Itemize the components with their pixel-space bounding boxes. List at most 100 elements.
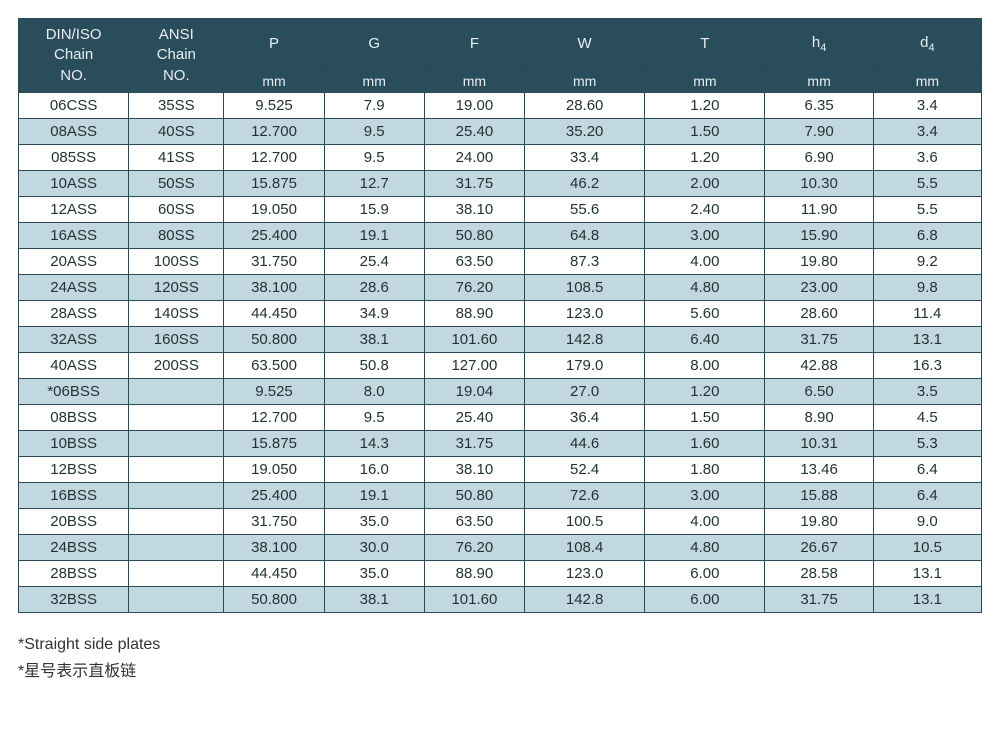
cell: 38.1: [324, 327, 424, 353]
cell: [129, 405, 224, 431]
cell: 12ASS: [19, 197, 129, 223]
cell: 7.90: [765, 119, 873, 145]
cell: 28ASS: [19, 301, 129, 327]
cell: 200SS: [129, 353, 224, 379]
col-header-2: P: [224, 19, 324, 69]
col-header-0: DIN/ISOChainNO.: [19, 19, 129, 93]
cell: 101.60: [424, 327, 524, 353]
cell: 6.00: [645, 587, 765, 613]
cell: 60SS: [129, 197, 224, 223]
cell: 63.50: [424, 249, 524, 275]
cell: 63.50: [424, 509, 524, 535]
cell: 08ASS: [19, 119, 129, 145]
cell: 13.46: [765, 457, 873, 483]
cell: 5.5: [873, 171, 981, 197]
cell: 44.6: [525, 431, 645, 457]
cell: 1.50: [645, 119, 765, 145]
cell: 123.0: [525, 561, 645, 587]
cell: 25.40: [424, 119, 524, 145]
cell: 50.80: [424, 483, 524, 509]
cell: 4.5: [873, 405, 981, 431]
cell: 142.8: [525, 587, 645, 613]
cell: 26.67: [765, 535, 873, 561]
cell: 28.60: [525, 93, 645, 119]
cell: 3.5: [873, 379, 981, 405]
cell: 12.700: [224, 145, 324, 171]
col-header-7: h4: [765, 19, 873, 69]
table-row: 10BSS15.87514.331.7544.61.6010.315.3: [19, 431, 982, 457]
table-row: 16BSS25.40019.150.8072.63.0015.886.4: [19, 483, 982, 509]
cell: 15.875: [224, 171, 324, 197]
cell: 46.2: [525, 171, 645, 197]
cell: 15.88: [765, 483, 873, 509]
cell: 1.20: [645, 145, 765, 171]
cell: 9.525: [224, 379, 324, 405]
footnotes: *Straight side plates *星号表示直板链: [18, 631, 982, 685]
cell: [129, 431, 224, 457]
cell: 11.90: [765, 197, 873, 223]
cell: 76.20: [424, 535, 524, 561]
table-row: 10ASS50SS15.87512.731.7546.22.0010.305.5: [19, 171, 982, 197]
table-row: 20BSS31.75035.063.50100.54.0019.809.0: [19, 509, 982, 535]
cell: 28.60: [765, 301, 873, 327]
page: DIN/ISOChainNO.ANSIChainNO.PGFWTh4d4 mmm…: [0, 0, 1000, 695]
cell: 50.80: [424, 223, 524, 249]
cell: 25.400: [224, 223, 324, 249]
cell: *06BSS: [19, 379, 129, 405]
cell: 6.90: [765, 145, 873, 171]
cell: 6.35: [765, 93, 873, 119]
cell: 3.00: [645, 223, 765, 249]
cell: 1.50: [645, 405, 765, 431]
cell: 35.0: [324, 561, 424, 587]
cell: 38.10: [424, 197, 524, 223]
cell: 3.4: [873, 119, 981, 145]
cell: 16BSS: [19, 483, 129, 509]
col-header-4: F: [424, 19, 524, 69]
cell: 41SS: [129, 145, 224, 171]
col-unit-8: mm: [873, 69, 981, 93]
cell: 1.60: [645, 431, 765, 457]
table-row: 24BSS38.10030.076.20108.44.8026.6710.5: [19, 535, 982, 561]
cell: [129, 457, 224, 483]
cell: 100.5: [525, 509, 645, 535]
cell: 7.9: [324, 93, 424, 119]
col-header-5: W: [525, 19, 645, 69]
cell: 127.00: [424, 353, 524, 379]
cell: 6.40: [645, 327, 765, 353]
cell: 12BSS: [19, 457, 129, 483]
cell: 38.1: [324, 587, 424, 613]
cell: 38.100: [224, 275, 324, 301]
footnote-line-2: *星号表示直板链: [18, 658, 982, 685]
col-header-6: T: [645, 19, 765, 69]
table-row: 12ASS60SS19.05015.938.1055.62.4011.905.5: [19, 197, 982, 223]
cell: 9.2: [873, 249, 981, 275]
cell: 16ASS: [19, 223, 129, 249]
cell: 15.875: [224, 431, 324, 457]
col-unit-2: mm: [224, 69, 324, 93]
cell: 24BSS: [19, 535, 129, 561]
cell: 108.4: [525, 535, 645, 561]
table-row: 28ASS140SS44.45034.988.90123.05.6028.601…: [19, 301, 982, 327]
cell: 3.00: [645, 483, 765, 509]
cell: 28BSS: [19, 561, 129, 587]
col-unit-5: mm: [525, 69, 645, 93]
cell: 06CSS: [19, 93, 129, 119]
cell: 8.90: [765, 405, 873, 431]
cell: 9.5: [324, 405, 424, 431]
cell: 2.00: [645, 171, 765, 197]
cell: 5.3: [873, 431, 981, 457]
cell: 24ASS: [19, 275, 129, 301]
cell: 31.75: [424, 171, 524, 197]
cell: 50SS: [129, 171, 224, 197]
cell: 6.50: [765, 379, 873, 405]
col-unit-7: mm: [765, 69, 873, 93]
cell: 35.0: [324, 509, 424, 535]
cell: 8.00: [645, 353, 765, 379]
cell: 80SS: [129, 223, 224, 249]
cell: 76.20: [424, 275, 524, 301]
cell: 13.1: [873, 561, 981, 587]
cell: 28.6: [324, 275, 424, 301]
cell: 40ASS: [19, 353, 129, 379]
cell: 14.3: [324, 431, 424, 457]
cell: 23.00: [765, 275, 873, 301]
